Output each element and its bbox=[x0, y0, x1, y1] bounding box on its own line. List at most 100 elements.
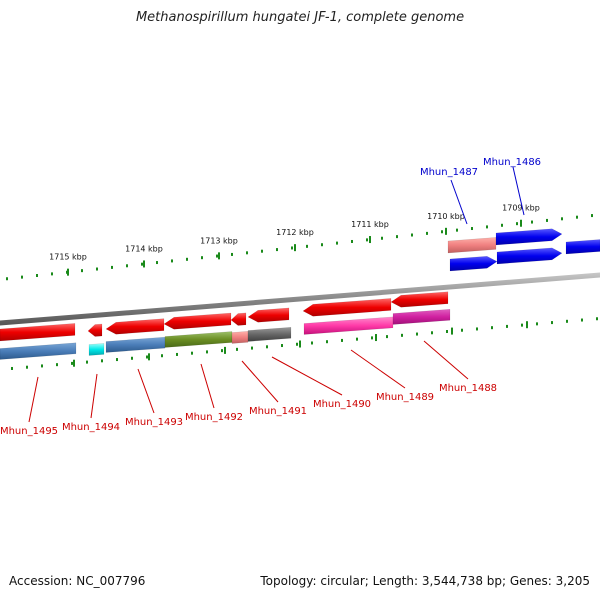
scale-dot bbox=[281, 344, 283, 348]
label-leader bbox=[137, 368, 155, 414]
scale-dot bbox=[501, 223, 503, 227]
gene-label: Mhun_1492 bbox=[185, 412, 243, 423]
scale-dot bbox=[246, 251, 248, 255]
major-tick bbox=[451, 327, 453, 335]
scale-dot bbox=[476, 327, 478, 331]
scale-label: 1711 kbp bbox=[351, 220, 389, 229]
scale-dot bbox=[296, 342, 298, 346]
gene-bar-mhun-1489 bbox=[392, 308, 451, 325]
gene-arrow-mhun-1491 bbox=[247, 307, 290, 323]
gene-arrow-mhun-1492 bbox=[163, 312, 232, 330]
scale-dot bbox=[341, 338, 343, 342]
scale-dot bbox=[486, 225, 488, 229]
scale-dot bbox=[176, 352, 178, 356]
gene-bar-mhun-1487 bbox=[447, 237, 497, 254]
scale-dot bbox=[6, 277, 8, 281]
gene-arrow-mhun-1486 bbox=[495, 228, 563, 246]
major-tick bbox=[299, 340, 301, 348]
scale-dot bbox=[131, 356, 133, 360]
scale-dot bbox=[86, 360, 88, 364]
gene-label: Mhun_1495 bbox=[0, 426, 58, 437]
scale-dot bbox=[116, 358, 118, 362]
scale-label: 1712 kbp bbox=[276, 228, 314, 237]
label-leader bbox=[450, 179, 468, 225]
scale-dot bbox=[156, 261, 158, 265]
scale-dot bbox=[386, 335, 388, 339]
scale-dot bbox=[186, 257, 188, 261]
scale-dot bbox=[411, 233, 413, 237]
scale-dot bbox=[426, 231, 428, 235]
major-tick bbox=[218, 252, 220, 260]
major-tick bbox=[369, 236, 371, 244]
scale-dot bbox=[201, 256, 203, 260]
scale-label: 1710 kbp bbox=[427, 212, 465, 221]
major-tick bbox=[294, 244, 296, 252]
major-tick bbox=[375, 334, 377, 342]
topology-text: Topology: circular; Length: 3,544,738 bp… bbox=[260, 574, 590, 588]
gene-arrow-mhun-1489 bbox=[390, 291, 449, 308]
scale-dot bbox=[491, 326, 493, 330]
scale-dot bbox=[51, 272, 53, 276]
gene-arrow-mhun-1495 bbox=[0, 323, 76, 342]
label-leader bbox=[241, 360, 279, 403]
scale-dot bbox=[126, 264, 128, 268]
scale-dot bbox=[326, 340, 328, 344]
scale-dot bbox=[266, 345, 268, 349]
scale-dot bbox=[576, 215, 578, 219]
scale-dot bbox=[416, 332, 418, 336]
major-tick bbox=[445, 227, 447, 235]
scale-dot bbox=[551, 321, 553, 325]
scale-dot bbox=[236, 347, 238, 351]
major-tick bbox=[520, 219, 522, 227]
scale-dot bbox=[36, 274, 38, 278]
scale-dot bbox=[506, 324, 508, 328]
major-tick bbox=[73, 359, 75, 367]
major-tick bbox=[526, 321, 528, 329]
scale-dot bbox=[206, 350, 208, 354]
scale-dot bbox=[591, 214, 593, 218]
gene-bar-mhun-1491 bbox=[247, 327, 292, 342]
scale-dot bbox=[251, 346, 253, 350]
gene-arrow-mhun-1490 bbox=[302, 298, 392, 317]
scale-label: 1714 kbp bbox=[125, 244, 163, 253]
scale-dot bbox=[191, 351, 193, 355]
scale-dot bbox=[536, 322, 538, 326]
scale-dot bbox=[441, 230, 443, 234]
scale-dot bbox=[356, 337, 358, 341]
scale-dot bbox=[96, 267, 98, 271]
scale-dot bbox=[566, 319, 568, 323]
gene-arrow-mhun-1494 bbox=[87, 323, 103, 337]
gene-arrow-mhun-1486b bbox=[496, 247, 563, 265]
scale-label: 1713 kbp bbox=[200, 236, 238, 245]
scale-dot bbox=[111, 265, 113, 269]
scale-dot bbox=[546, 218, 548, 222]
scale-dot bbox=[596, 317, 598, 321]
scale-dot bbox=[581, 318, 583, 322]
gene-bar-mhun-1490 bbox=[303, 316, 394, 335]
scale-dot bbox=[561, 217, 563, 221]
label-leader bbox=[512, 166, 525, 216]
gene-arrow-mhun-1493 bbox=[105, 318, 165, 335]
gene-bar-mhun-1492 bbox=[164, 331, 233, 348]
scale-dot bbox=[531, 220, 533, 224]
major-tick bbox=[67, 268, 69, 276]
scale-dot bbox=[401, 333, 403, 337]
scale-dot bbox=[336, 241, 338, 245]
scale-dot bbox=[171, 259, 173, 263]
gene-label: Mhun_1490 bbox=[313, 399, 371, 410]
label-leader bbox=[271, 356, 343, 396]
gene-label: Mhun_1494 bbox=[62, 422, 120, 433]
scale-dot bbox=[26, 365, 28, 369]
scale-dot bbox=[56, 363, 58, 367]
gene-arrow-next bbox=[565, 239, 600, 255]
scale-dot bbox=[146, 355, 148, 359]
gene-arrow-mhun-1491a bbox=[230, 312, 247, 326]
scale-dot bbox=[396, 235, 398, 239]
gene-bar-mhun-1495 bbox=[0, 342, 77, 360]
scale-dot bbox=[351, 239, 353, 243]
scale-dot bbox=[41, 364, 43, 368]
scale-dot bbox=[311, 341, 313, 345]
scale-dot bbox=[261, 249, 263, 253]
scale-dot bbox=[216, 254, 218, 258]
accession-text: Accession: NC_007796 bbox=[9, 574, 146, 588]
